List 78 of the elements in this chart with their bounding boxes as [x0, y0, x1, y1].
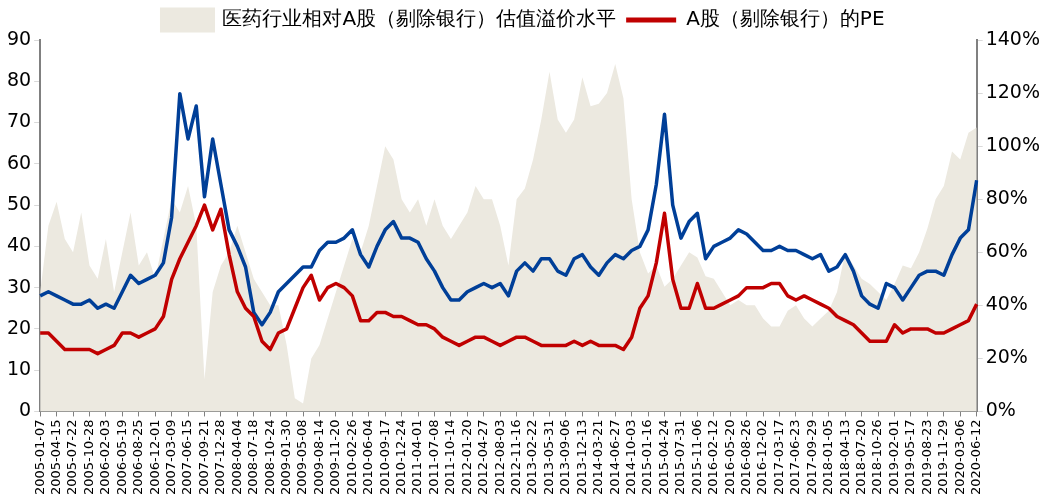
y2-tick-label: 60% [985, 239, 1028, 262]
x-tick-label: 2019-02-01 [885, 419, 901, 496]
x-tick-label: 2019-05-17 [902, 419, 918, 496]
x-tick-label: 2012-04-27 [475, 419, 491, 496]
x-tick-label: 2010-12-24 [393, 419, 409, 496]
y-tick-label: 60 [6, 150, 32, 173]
x-tick-label: 2008-10-24 [261, 419, 277, 496]
x-tick-label: 2013-05-31 [540, 419, 556, 496]
x-tick-label: 2009-01-30 [278, 419, 293, 496]
y2-tick-label: 40% [985, 292, 1028, 315]
x-tick-label: 2016-02-12 [705, 419, 721, 496]
x-tick-label: 2006-05-19 [113, 419, 129, 496]
x-tick-label: 2005-07-22 [64, 419, 80, 496]
x-tick-label: 2007-06-15 [179, 419, 195, 496]
x-tick-label: 2013-09-06 [557, 419, 573, 496]
y-tick-label: 80 [6, 68, 32, 91]
x-tick-label: 2012-01-20 [458, 419, 474, 496]
y2-tick-label: 20% [985, 345, 1028, 368]
x-tick-label: 2006-12-01 [146, 419, 162, 496]
legend-label: A股（剔除银行）的PE [686, 6, 885, 31]
x-tick-label: 2007-12-28 [212, 419, 228, 496]
y2-tick-label: 140% [985, 26, 1041, 49]
x-tick-label: 2006-02-03 [97, 419, 113, 496]
x-tick-label: 2009-05-08 [294, 419, 310, 496]
x-tick-label: 2014-06-27 [606, 419, 622, 496]
x-tick-label: 2009-11-20 [327, 419, 343, 496]
y-tick-label: 90 [6, 26, 32, 49]
x-tick-label: 2019-08-23 [918, 419, 934, 496]
x-tick-label: 2016-08-26 [738, 419, 754, 496]
y-tick-label: 50 [6, 192, 32, 215]
y-tick-label: 20 [6, 315, 32, 338]
y2-tick-label: 100% [985, 133, 1041, 156]
x-tick-label: 2017-06-23 [787, 419, 803, 496]
x-tick-label: 2020-03-06 [951, 419, 967, 496]
y2-tick-label: 80% [985, 186, 1028, 209]
x-tick-label: 2018-01-05 [820, 419, 836, 496]
x-tick-label: 2010-09-17 [376, 419, 392, 496]
x-tick-label: 2005-10-28 [80, 419, 96, 496]
x-tick-label: 2017-09-29 [803, 419, 819, 496]
x-tick-label: 2016-05-20 [721, 419, 737, 496]
x-tick-label: 2018-04-13 [836, 419, 852, 496]
x-tick-label: 2018-07-20 [853, 419, 869, 496]
x-tick-label: 2020-06-12 [968, 419, 984, 496]
x-tick-label: 2016-12-02 [754, 419, 770, 496]
x-tick-label: 2015-04-24 [655, 419, 671, 496]
x-tick-label: 2012-08-03 [491, 419, 507, 496]
x-tick-label: 2010-06-04 [360, 419, 376, 496]
x-tick-label: 2013-12-13 [573, 419, 589, 496]
x-tick-label: 2015-07-31 [672, 419, 688, 496]
x-tick-label: 2019-11-29 [935, 419, 951, 496]
x-tick-label: 2014-03-21 [590, 419, 606, 496]
x-tick-label: 2005-04-15 [47, 419, 63, 496]
x-tick-label: 2018-10-26 [869, 419, 885, 496]
x-tick-label: 2008-07-18 [245, 419, 261, 496]
x-tick-label: 2009-08-14 [310, 419, 326, 496]
y-tick-label: 10 [6, 357, 32, 380]
y2-tick-label: 0% [985, 398, 1016, 421]
y-tick-label: 70 [6, 109, 32, 132]
y-tick-label: 0 [19, 398, 32, 421]
x-tick-label: 2014-10-03 [623, 419, 639, 496]
x-tick-label: 2006-08-25 [130, 419, 146, 496]
x-tick-label: 2011-10-14 [442, 419, 458, 496]
x-tick-label: 2015-01-16 [639, 419, 655, 496]
x-tick-label: 2005-01-07 [31, 419, 47, 496]
x-tick-label: 2008-04-04 [228, 419, 244, 496]
x-tick-label: 2012-11-16 [508, 419, 524, 496]
y-tick-label: 40 [6, 233, 32, 256]
x-tick-label: 2017-03-17 [770, 419, 786, 496]
y-tick-label: 30 [6, 274, 32, 297]
x-tick-label: 2007-03-09 [162, 419, 178, 496]
x-tick-label: 2011-07-08 [425, 419, 441, 496]
legend-label: 医药行业相对A股（剔除银行）估值溢价水平 [222, 6, 617, 31]
x-tick-label: 2011-04-01 [409, 419, 425, 496]
x-tick-label: 2007-09-21 [195, 419, 211, 496]
x-tick-label: 2010-02-26 [343, 419, 359, 496]
x-tick-label: 2013-02-22 [524, 419, 540, 496]
y2-tick-label: 120% [985, 80, 1041, 102]
x-tick-label: 2015-11-06 [688, 419, 704, 496]
